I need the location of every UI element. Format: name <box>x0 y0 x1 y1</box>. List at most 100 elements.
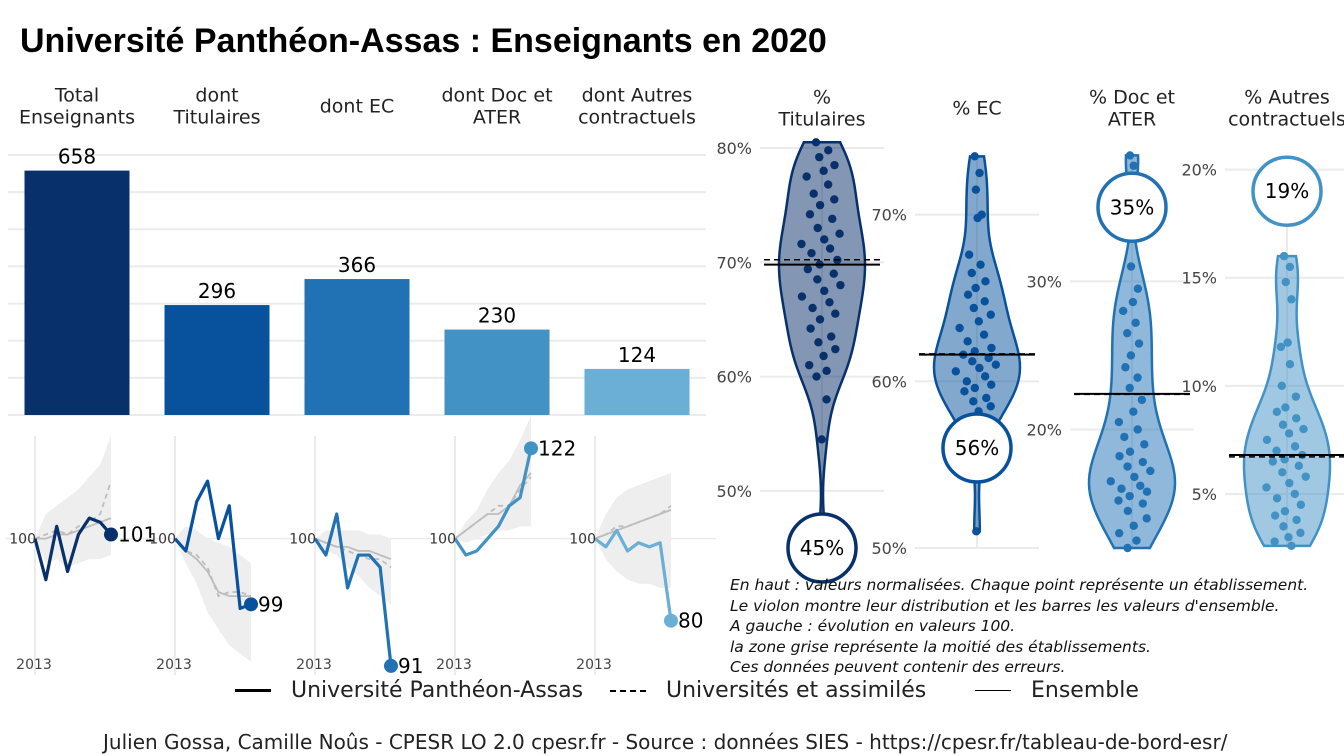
note-line: Le violon montre leur distribution et le… <box>730 596 1280 615</box>
violin-point <box>980 372 990 381</box>
violin-point <box>813 223 822 233</box>
violin-tick-label: 60% <box>871 372 907 391</box>
spark-tick-label: 100 <box>569 532 596 548</box>
bar <box>304 279 410 415</box>
violin-point <box>960 387 969 396</box>
spark-end-point <box>664 613 678 628</box>
violin-highlight-label: 35% <box>1110 195 1154 219</box>
violin-point <box>975 168 984 178</box>
violin-point <box>1129 161 1138 170</box>
violin-point <box>1280 507 1290 516</box>
violin-tick-label: 60% <box>716 368 752 387</box>
violin-point <box>1129 521 1138 530</box>
violin-point <box>1132 536 1141 545</box>
bar-category-label: dont <box>195 85 238 107</box>
violin-tick-label: 10% <box>1181 377 1217 396</box>
violin-point <box>971 185 981 194</box>
violin-point <box>1114 528 1124 538</box>
violin-point <box>971 283 980 293</box>
violin-point <box>830 160 839 170</box>
violin-point <box>831 309 840 318</box>
violin-point <box>986 310 995 319</box>
spark-tick-label: 100 <box>9 532 36 548</box>
violin-point <box>1284 532 1293 542</box>
bar-category-label: contractuels <box>578 107 696 129</box>
spark-line-ensemble <box>454 472 532 540</box>
spark-end-point <box>384 658 398 673</box>
note-line: A gauche : évolution en valeurs 100. <box>730 617 1016 635</box>
spark-end-point <box>104 527 118 542</box>
spark-tick-label: 100 <box>149 532 176 548</box>
legend-swatch-solid <box>235 689 271 692</box>
bar-category-label: ATER <box>473 107 521 129</box>
violin-point <box>814 338 823 347</box>
spark-year-label: 2013 <box>16 657 52 673</box>
spark-line-universites <box>174 538 252 598</box>
violin-point <box>1126 351 1136 360</box>
violin-point <box>987 380 996 389</box>
spark-end-label: 99 <box>258 592 283 616</box>
violin-point <box>815 152 824 162</box>
spark-line-assas <box>594 528 673 621</box>
violin-point <box>1272 494 1282 503</box>
spark-band <box>175 526 251 662</box>
violin-point <box>1283 338 1292 347</box>
violin-point <box>1140 440 1149 449</box>
violin-point <box>806 324 815 333</box>
violin-point <box>1138 457 1148 467</box>
bar <box>164 305 270 415</box>
spark-tick-label: 100 <box>429 532 456 548</box>
spark-band <box>455 415 531 543</box>
violin-point <box>969 303 978 313</box>
violin-tick-label: 70% <box>871 206 907 225</box>
legend-item-universites: Universités et assimilés <box>610 678 926 703</box>
violin-tick-label: 80% <box>716 139 752 158</box>
violin-point <box>1119 306 1128 316</box>
violin-panel-title: % EC <box>952 98 1001 120</box>
spark-line-assas <box>453 447 533 557</box>
violin-panel-title: Titulaires <box>778 109 866 131</box>
violin-point <box>1120 432 1129 442</box>
violin-point <box>1301 472 1310 481</box>
violin-point <box>1123 543 1132 553</box>
violin-point <box>1115 451 1124 461</box>
legend-label: Université Panthéon-Assas <box>291 678 584 703</box>
violin-panel-title: contractuels <box>1228 109 1344 131</box>
bar-data-label: 366 <box>338 253 376 277</box>
legend: Université Panthéon-Assas Universités et… <box>235 678 1155 708</box>
violin-point <box>822 366 831 376</box>
spark-year-label: 2013 <box>436 657 472 673</box>
violin-point <box>829 269 838 278</box>
violin-point <box>820 235 829 244</box>
violin-point <box>968 357 977 366</box>
violin-point <box>1287 295 1296 304</box>
violin-point <box>827 332 836 341</box>
violin-point <box>817 435 826 444</box>
violin-point <box>1270 537 1279 546</box>
violin-point <box>1125 447 1135 456</box>
violin-tick-label: 70% <box>716 253 752 272</box>
spark-year-label: 2013 <box>296 657 332 673</box>
legend-label: Universités et assimilés <box>666 678 927 703</box>
violin-point <box>1114 496 1123 505</box>
violin-highlight <box>786 512 858 584</box>
violin-point <box>805 210 815 219</box>
spark-tick-label: 100 <box>289 532 316 548</box>
violin-point <box>1125 491 1134 501</box>
violin-point <box>1262 483 1271 492</box>
note-line: Ces données peuvent contenir des erreurs… <box>730 658 1066 676</box>
violin-point <box>1117 484 1126 493</box>
violin-point <box>812 372 821 381</box>
bar <box>444 329 550 415</box>
violin-point <box>1136 481 1145 490</box>
violin-point <box>1137 395 1147 405</box>
violin-highlight-label: 56% <box>955 436 999 460</box>
violin-point <box>1123 506 1133 516</box>
violin-point <box>1106 477 1115 486</box>
note-line: En haut : valeurs normalisées. Chaque po… <box>730 576 1309 594</box>
violin-point <box>1129 407 1138 416</box>
violin-point <box>1299 424 1308 434</box>
violin-point <box>1123 328 1132 338</box>
